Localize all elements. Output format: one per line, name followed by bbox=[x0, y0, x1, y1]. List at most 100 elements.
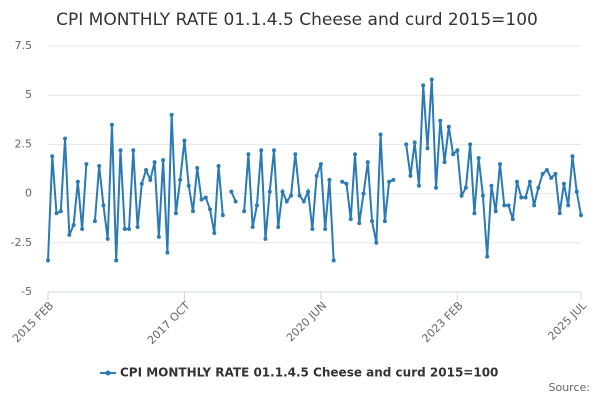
data-point bbox=[408, 173, 413, 178]
data-point bbox=[493, 209, 498, 214]
data-point bbox=[340, 179, 345, 184]
data-point bbox=[331, 258, 336, 263]
data-point bbox=[446, 124, 451, 129]
data-point bbox=[365, 160, 370, 165]
x-tick-label: 2025 JUL bbox=[545, 298, 589, 342]
data-point bbox=[532, 203, 537, 208]
data-point bbox=[434, 185, 439, 190]
data-point bbox=[318, 162, 323, 167]
x-tick-label: 2017 OCT bbox=[145, 299, 193, 347]
data-point bbox=[156, 234, 161, 239]
x-tick-label: 2020 JUN bbox=[284, 299, 329, 344]
data-point bbox=[263, 236, 268, 241]
data-point bbox=[344, 181, 349, 186]
data-point bbox=[259, 148, 264, 153]
data-point bbox=[276, 225, 281, 230]
data-point bbox=[527, 179, 532, 184]
data-point bbox=[246, 152, 251, 157]
data-point bbox=[442, 160, 447, 165]
data-point bbox=[284, 199, 289, 204]
data-point bbox=[289, 193, 294, 198]
data-point bbox=[80, 227, 85, 232]
data-point bbox=[348, 217, 353, 222]
data-point bbox=[306, 189, 311, 194]
data-point bbox=[216, 164, 221, 169]
data-point bbox=[242, 209, 247, 214]
data-point bbox=[84, 162, 89, 167]
data-point bbox=[557, 211, 562, 216]
data-point bbox=[118, 148, 123, 153]
data-point bbox=[323, 227, 328, 232]
data-point bbox=[195, 166, 200, 171]
series-line bbox=[341, 134, 394, 243]
data-point bbox=[421, 83, 426, 88]
data-point bbox=[382, 219, 387, 224]
legend-marker bbox=[105, 370, 111, 376]
data-point bbox=[416, 183, 421, 188]
data-point bbox=[425, 146, 430, 151]
data-point bbox=[97, 164, 102, 169]
data-point bbox=[135, 225, 140, 230]
data-point bbox=[412, 140, 417, 145]
data-point bbox=[220, 213, 225, 218]
data-point bbox=[480, 193, 485, 198]
data-point bbox=[101, 203, 106, 208]
data-point bbox=[182, 138, 187, 143]
data-point bbox=[574, 189, 579, 194]
data-point bbox=[506, 203, 511, 208]
data-point bbox=[148, 177, 153, 182]
data-point bbox=[208, 207, 213, 212]
data-point bbox=[229, 189, 234, 194]
data-point bbox=[293, 152, 298, 157]
data-point bbox=[485, 254, 490, 259]
data-point bbox=[536, 185, 541, 190]
data-point bbox=[310, 227, 315, 232]
data-point bbox=[357, 221, 362, 226]
data-point bbox=[327, 177, 332, 182]
data-point bbox=[387, 179, 392, 184]
data-point bbox=[370, 219, 375, 224]
data-point bbox=[438, 118, 443, 123]
data-point bbox=[71, 223, 76, 228]
data-point bbox=[109, 122, 114, 127]
data-point bbox=[570, 154, 575, 159]
data-point bbox=[161, 158, 166, 163]
data-point bbox=[169, 112, 174, 117]
data-point bbox=[553, 171, 558, 176]
data-point bbox=[152, 160, 157, 165]
data-point bbox=[515, 179, 520, 184]
data-point bbox=[67, 232, 72, 237]
y-tick-label: 7.5 bbox=[15, 39, 33, 52]
data-point bbox=[63, 136, 68, 141]
data-point bbox=[451, 152, 456, 157]
data-point bbox=[267, 189, 272, 194]
data-point bbox=[510, 217, 515, 222]
series-line bbox=[47, 138, 88, 261]
data-point bbox=[502, 203, 507, 208]
data-point bbox=[122, 227, 127, 232]
data-point bbox=[50, 154, 55, 159]
data-point bbox=[463, 185, 468, 190]
data-point bbox=[566, 203, 571, 208]
data-point bbox=[271, 148, 276, 153]
data-point bbox=[314, 173, 319, 178]
chart-title: CPI MONTHLY RATE 01.1.4.5 Cheese and cur… bbox=[56, 10, 538, 30]
data-point bbox=[378, 132, 383, 137]
data-point bbox=[58, 209, 63, 214]
data-point bbox=[92, 219, 97, 224]
data-point bbox=[519, 195, 524, 200]
data-point bbox=[144, 167, 149, 172]
data-point bbox=[75, 179, 80, 184]
data-point bbox=[233, 199, 238, 204]
data-point bbox=[540, 171, 545, 176]
data-point bbox=[199, 197, 204, 202]
data-point bbox=[472, 211, 477, 216]
data-point bbox=[297, 193, 302, 198]
y-tick-label: 0 bbox=[25, 187, 32, 200]
data-point bbox=[523, 195, 528, 200]
data-point bbox=[178, 177, 183, 182]
data-point bbox=[489, 183, 494, 188]
data-point bbox=[139, 181, 144, 186]
data-point bbox=[250, 225, 255, 230]
